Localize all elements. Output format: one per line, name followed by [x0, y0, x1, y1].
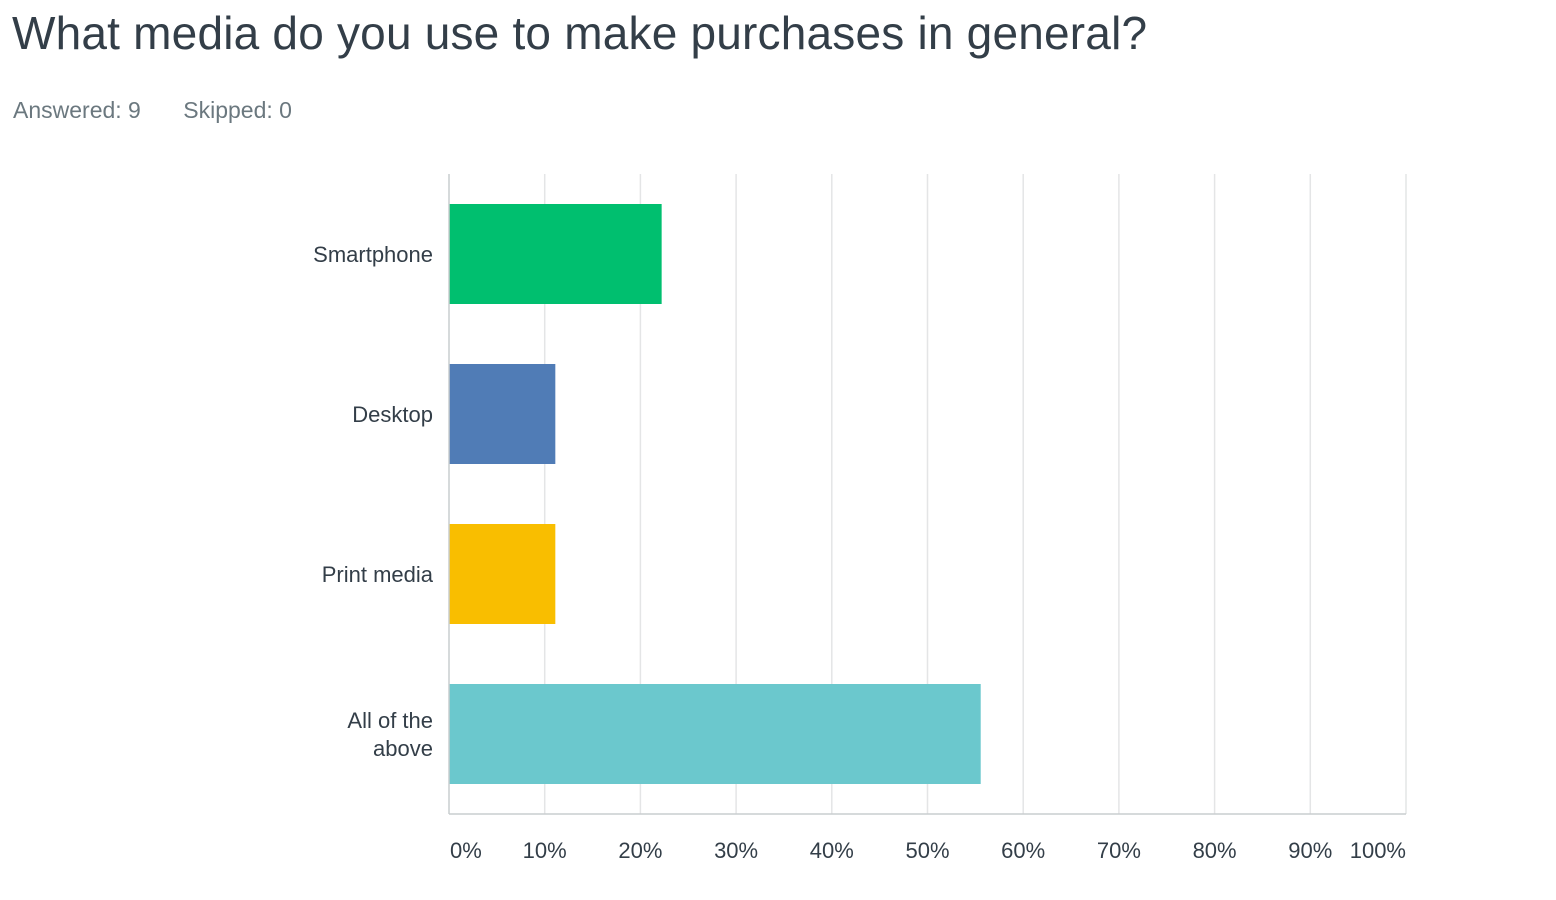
question-title: What media do you use to make purchases … — [12, 7, 1148, 59]
x-tick-label: 100% — [1350, 838, 1406, 863]
x-tick-label: 20% — [618, 838, 662, 863]
category-label: above — [373, 736, 433, 761]
bar — [449, 364, 556, 464]
category-label: Smartphone — [313, 242, 433, 267]
bar — [449, 204, 662, 304]
x-tick-label: 80% — [1193, 838, 1237, 863]
x-tick-label: 70% — [1097, 838, 1141, 863]
x-tick-label: 30% — [714, 838, 758, 863]
x-tick-label: 40% — [810, 838, 854, 863]
category-label: All of the — [347, 708, 433, 733]
answered-count: Answered: 9 — [13, 97, 141, 123]
category-label: Desktop — [352, 402, 433, 427]
x-tick-label: 10% — [523, 838, 567, 863]
category-label: Print media — [322, 562, 434, 587]
x-tick-label: 0% — [450, 838, 482, 863]
x-tick-label: 90% — [1288, 838, 1332, 863]
skipped-count: Skipped: 0 — [183, 97, 292, 123]
bar — [449, 524, 556, 624]
response-stats: Answered: 9 Skipped: 0 — [13, 97, 292, 124]
x-tick-label: 50% — [905, 838, 949, 863]
x-tick-label: 60% — [1001, 838, 1045, 863]
bar — [449, 684, 981, 784]
